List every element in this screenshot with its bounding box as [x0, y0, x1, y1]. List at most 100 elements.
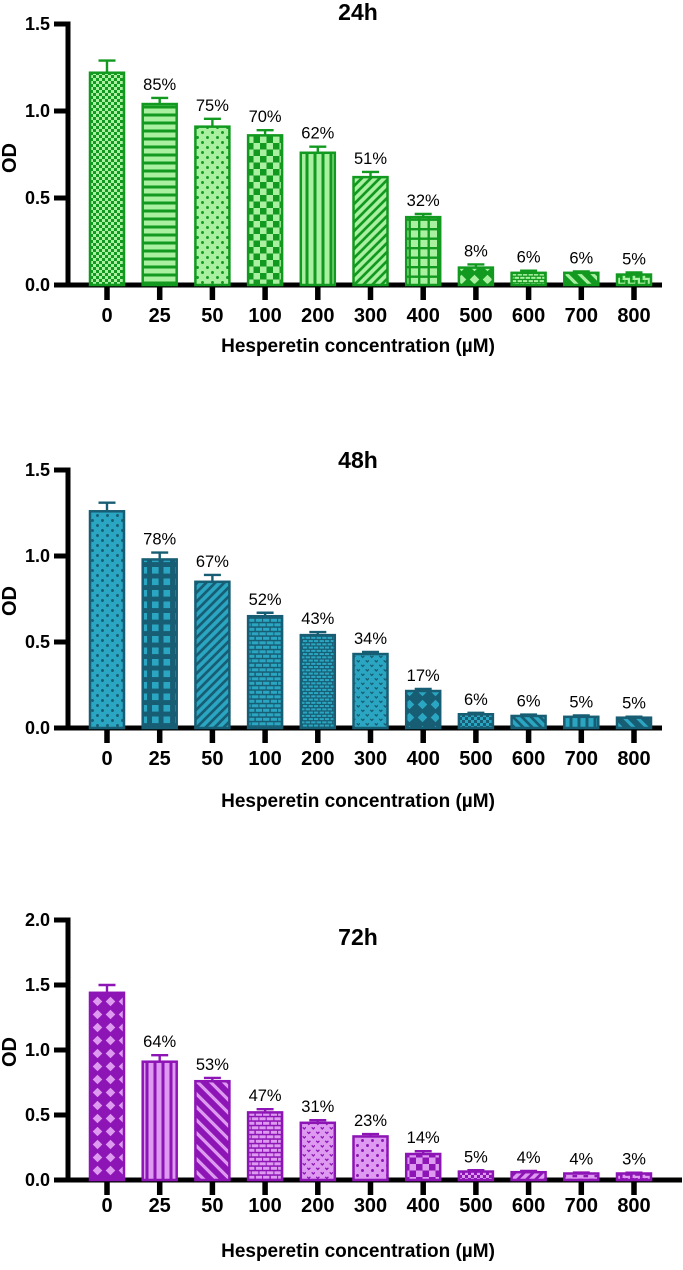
- x-tick-label: 600: [512, 305, 545, 327]
- bar-600: [510, 1170, 547, 1182]
- bar-percent-label: 32%: [407, 192, 440, 210]
- x-tick-label: 400: [407, 748, 440, 770]
- bar-percent-label: 52%: [249, 591, 282, 609]
- bar-percent-label: 5%: [622, 695, 646, 713]
- y-tick-label: 0.0: [25, 1170, 50, 1190]
- x-tick-label: 0: [101, 1195, 112, 1217]
- chart-title: 72h: [338, 924, 378, 950]
- bar-0: [88, 71, 126, 287]
- x-tick-label: 500: [459, 1195, 492, 1217]
- y-tick-label: 0.5: [25, 188, 50, 208]
- bar-700: [563, 715, 600, 730]
- y-tick-label: 0.5: [25, 632, 50, 652]
- bar-percent-label: 5%: [464, 1148, 488, 1166]
- x-tick-label: 25: [149, 1195, 171, 1217]
- x-tick-label: 50: [201, 1195, 223, 1217]
- y-axis-label: OD: [0, 586, 21, 616]
- bar-800: [615, 716, 653, 730]
- x-tick-label: 500: [459, 305, 492, 327]
- y-tick-label: 1.5: [25, 460, 50, 480]
- chart-title: 48h: [338, 447, 378, 473]
- x-tick-label: 300: [354, 1195, 387, 1217]
- bar-0: [88, 991, 126, 1182]
- bar-percent-label: 62%: [301, 125, 334, 143]
- bar-500: [457, 712, 495, 730]
- chart-72h: 72h OD Hesperetin concentration (µM) 0.0 0.5…: [0, 910, 682, 1262]
- bar-200: [299, 151, 337, 287]
- bar-25: [141, 558, 178, 730]
- bar-400: [404, 215, 442, 287]
- y-tick-label: 0.0: [25, 718, 50, 738]
- bar-300: [352, 652, 389, 730]
- bar-0: [88, 510, 126, 730]
- bar-800: [615, 273, 653, 287]
- bar-percent-label: 4%: [569, 1151, 593, 1169]
- y-tick-label: 2.0: [25, 910, 50, 930]
- y-tick-label: 0.0: [25, 275, 50, 295]
- bar-700: [563, 1172, 600, 1182]
- x-tick-label: 200: [301, 305, 334, 327]
- x-tick-label: 700: [565, 748, 598, 770]
- y-axis-label: OD: [0, 1037, 21, 1067]
- x-tick-label: 0: [101, 305, 112, 327]
- bar-percent-label: 6%: [517, 249, 541, 267]
- x-tick-label: 800: [617, 748, 650, 770]
- x-axis-label: Hesperetin concentration (µM): [221, 1241, 495, 1262]
- bar-25: [141, 1060, 178, 1182]
- bar-percent-label: 51%: [354, 150, 387, 168]
- y-tick-label: 1.0: [25, 1040, 50, 1060]
- bar-percent-label: 78%: [143, 531, 176, 549]
- bar-200: [299, 633, 337, 730]
- bar-100: [246, 1111, 284, 1182]
- x-tick-label: 700: [565, 1195, 598, 1217]
- bar-percent-label: 17%: [407, 667, 440, 685]
- x-axis-label: Hesperetin concentration (µM): [221, 791, 495, 812]
- bar-400: [404, 689, 442, 730]
- bar-100: [246, 134, 284, 287]
- x-tick-label: 25: [149, 748, 171, 770]
- bar-50: [194, 125, 231, 287]
- bar-percent-label: 34%: [354, 630, 387, 648]
- x-tick-label: 600: [512, 1195, 545, 1217]
- bar-percent-label: 23%: [354, 1112, 387, 1130]
- bar-percent-label: 5%: [622, 250, 646, 268]
- bar-600: [510, 714, 547, 730]
- x-tick-label: 0: [101, 748, 112, 770]
- bar-percent-label: 5%: [569, 693, 593, 711]
- x-tick-label: 100: [248, 305, 281, 327]
- bar-percent-label: 43%: [301, 610, 334, 628]
- bar-percent-label: 6%: [517, 693, 541, 711]
- bar-percent-label: 64%: [143, 1033, 176, 1051]
- bar-600: [510, 271, 547, 287]
- bar-400: [404, 1152, 442, 1182]
- x-tick-label: 600: [512, 748, 545, 770]
- x-tick-label: 300: [354, 305, 387, 327]
- bar-percent-label: 67%: [196, 553, 229, 571]
- bar-percent-label: 8%: [464, 242, 488, 260]
- bar-300: [352, 1135, 389, 1182]
- x-tick-label: 400: [407, 305, 440, 327]
- bar-300: [352, 175, 389, 287]
- x-tick-label: 100: [248, 1195, 281, 1217]
- x-tick-label: 400: [407, 1195, 440, 1217]
- y-axis-label: OD: [0, 143, 21, 173]
- x-tick-label: 300: [354, 748, 387, 770]
- bar-percent-label: 47%: [249, 1087, 282, 1105]
- chart-title: 24h: [338, 0, 378, 25]
- bar-percent-label: 6%: [569, 249, 593, 267]
- x-tick-label: 50: [201, 305, 223, 327]
- bar-percent-label: 85%: [143, 76, 176, 94]
- y-tick-label: 1.5: [25, 14, 50, 34]
- bar-50: [194, 1079, 231, 1182]
- bar-200: [299, 1121, 337, 1182]
- x-tick-label: 100: [248, 748, 281, 770]
- bar-800: [615, 1172, 653, 1182]
- y-tick-label: 1.0: [25, 101, 50, 121]
- bar-percent-label: 70%: [249, 108, 282, 126]
- bar-percent-label: 6%: [464, 691, 488, 709]
- x-tick-label: 500: [459, 748, 492, 770]
- chart-48h: 48h OD Hesperetin concentration (µM) 0.0 0.5…: [0, 447, 662, 812]
- x-tick-label: 800: [617, 1195, 650, 1217]
- bar-700: [563, 271, 600, 287]
